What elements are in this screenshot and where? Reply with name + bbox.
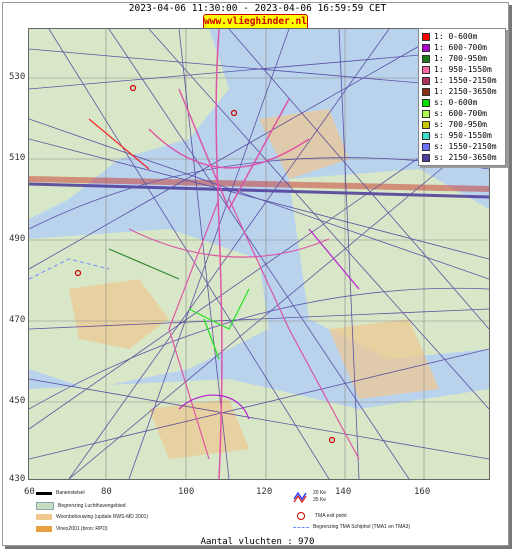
tma-boundary-line bbox=[29, 258, 110, 280]
urban-area bbox=[329, 319, 439, 399]
legend-item: 1: 700-950m bbox=[422, 53, 502, 64]
legend-swatch bbox=[422, 76, 430, 85]
urban-area bbox=[259, 109, 349, 179]
legend-item: s: 1550-2150m bbox=[422, 141, 502, 152]
legend-item: s: 600-700m bbox=[422, 108, 502, 119]
legend-tma-boundary: Begrenzing TMA Schiphol (TMA1 en TMA3) bbox=[293, 524, 410, 530]
airport-boundary-swatch bbox=[36, 502, 54, 510]
x-tick-label: 120 bbox=[256, 487, 273, 497]
legend-swatch bbox=[422, 87, 430, 96]
tma-boundary-swatch bbox=[293, 526, 309, 528]
vinex-swatch bbox=[36, 526, 52, 532]
urban-area bbox=[149, 399, 249, 459]
legend-airport-boundary: Begrenzing Luchthavengebied bbox=[36, 502, 126, 510]
legend-item: s: 700-950m bbox=[422, 119, 502, 130]
y-tick-label: 470 bbox=[9, 315, 26, 325]
legend-swatch bbox=[422, 153, 430, 162]
map-canvas bbox=[29, 29, 489, 479]
y-tick-label: 530 bbox=[9, 72, 26, 82]
housing-swatch bbox=[36, 514, 52, 520]
legend-item: 1: 950-1550m bbox=[422, 64, 502, 75]
altitude-legend: 1: 0-600m 1: 600-700m 1: 700-950m 1: 950… bbox=[418, 28, 506, 166]
x-tick-label: 80 bbox=[101, 487, 112, 497]
legend-swatch bbox=[422, 142, 430, 151]
legend-exit-point: TMA exit point bbox=[293, 512, 347, 520]
urban-area bbox=[69, 279, 169, 349]
legend-swatch bbox=[422, 54, 430, 63]
y-tick-label: 430 bbox=[9, 474, 26, 484]
land-area-south bbox=[29, 379, 489, 479]
legend-swatch bbox=[422, 98, 430, 107]
legend-swatch bbox=[422, 120, 430, 129]
y-tick-label: 510 bbox=[9, 153, 26, 163]
legend-vinex: Vinex2001 (bron: RPD) bbox=[36, 526, 108, 532]
legend-item: 1: 2150-3650m bbox=[422, 86, 502, 97]
tma-exit-points bbox=[74, 84, 336, 444]
x-tick-label: 100 bbox=[178, 487, 195, 497]
legend-item: s: 2150-3650m bbox=[422, 152, 502, 163]
flight-track-map[interactable] bbox=[28, 28, 490, 480]
y-tick-label: 490 bbox=[9, 234, 26, 244]
y-tick-label: 450 bbox=[9, 396, 26, 406]
map-symbol-legend: Banenstelsel Begrenzing Luchthavengebied… bbox=[28, 482, 488, 538]
noise-contour-icon bbox=[293, 491, 307, 503]
legend-swatch bbox=[422, 65, 430, 74]
x-tick-label: 160 bbox=[414, 487, 431, 497]
legend-housing: Woonbebouwing (update RWS-MD 2001) bbox=[36, 514, 148, 520]
legend-item: s: 950-1550m bbox=[422, 130, 502, 141]
runway-swatch bbox=[36, 491, 52, 495]
legend-item: s: 0-600m bbox=[422, 97, 502, 108]
x-tick-label: 60 bbox=[24, 487, 35, 497]
exit-point-icon bbox=[297, 512, 305, 520]
legend-swatch bbox=[422, 32, 430, 41]
flight-tracks bbox=[29, 29, 489, 479]
time-range-title: 2023-04-06 11:30:00 - 2023-04-06 16:59:5… bbox=[128, 3, 387, 14]
legend-item: 1: 1550-2150m bbox=[422, 75, 502, 86]
flight-count: Aantal vluchten : 970 bbox=[200, 537, 315, 547]
legend-noise-contours: 20 Ke 35 Ke bbox=[293, 490, 326, 504]
legend-item: 1: 600-700m bbox=[422, 42, 502, 53]
legend-swatch bbox=[422, 131, 430, 140]
legend-swatch bbox=[422, 43, 430, 52]
legend-item: 1: 0-600m bbox=[422, 31, 502, 42]
legend-runway: Banenstelsel bbox=[36, 490, 85, 496]
x-tick-label: 140 bbox=[335, 487, 352, 497]
legend-swatch bbox=[422, 109, 430, 118]
